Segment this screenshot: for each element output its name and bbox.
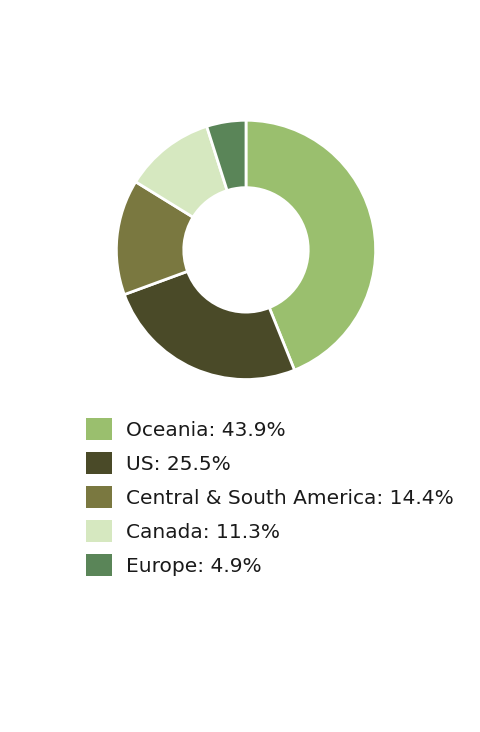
- Wedge shape: [207, 120, 246, 190]
- Legend: Oceania: 43.9%, US: 25.5%, Central & South America: 14.4%, Canada: 11.3%, Europe: Oceania: 43.9%, US: 25.5%, Central & Sou…: [77, 410, 462, 584]
- Wedge shape: [124, 272, 294, 379]
- Wedge shape: [116, 182, 193, 294]
- Wedge shape: [136, 127, 227, 217]
- Wedge shape: [246, 120, 376, 370]
